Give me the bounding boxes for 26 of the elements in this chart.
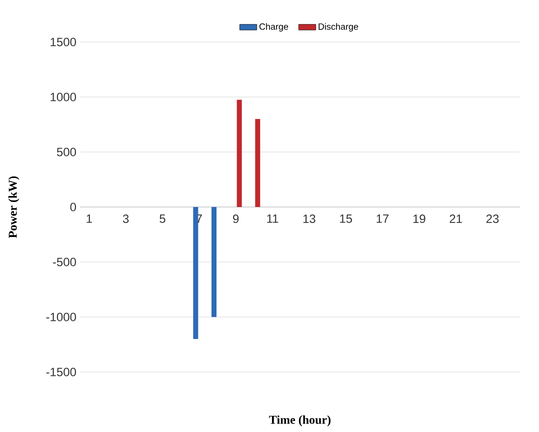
bar <box>193 207 198 339</box>
x-tick-label: 3 <box>122 214 129 224</box>
y-tick-label: -500 <box>52 258 76 266</box>
bar <box>236 100 242 207</box>
y-tick-label: 1000 <box>50 92 76 102</box>
y-tick-label: -1000 <box>46 312 76 322</box>
y-tick-label: 1500 <box>50 38 76 46</box>
x-tick-label: 15 <box>340 214 352 223</box>
x-tick-label: 19 <box>413 214 426 224</box>
bar <box>212 207 216 317</box>
y-tick-label: -1500 <box>46 368 76 376</box>
legend-label: Charge <box>259 23 288 32</box>
y-axis-title: Power (kW) <box>8 176 20 238</box>
x-tick-label: 13 <box>303 214 316 224</box>
x-tick-label: 21 <box>450 214 462 223</box>
y-tick-label: 500 <box>56 148 76 156</box>
x-tick-label: 23 <box>486 214 499 224</box>
x-tick-label: 9 <box>233 214 239 224</box>
x-tick-label: 5 <box>160 214 166 223</box>
legend-label: Discharge <box>318 23 358 32</box>
y-tick-label: 0 <box>70 202 76 212</box>
bar <box>255 119 260 207</box>
x-axis-title: Time (hour) <box>269 415 331 426</box>
x-tick-label: 11 <box>267 214 278 223</box>
x-tick-label: 1 <box>86 214 92 223</box>
x-tick-label: 17 <box>376 214 389 223</box>
